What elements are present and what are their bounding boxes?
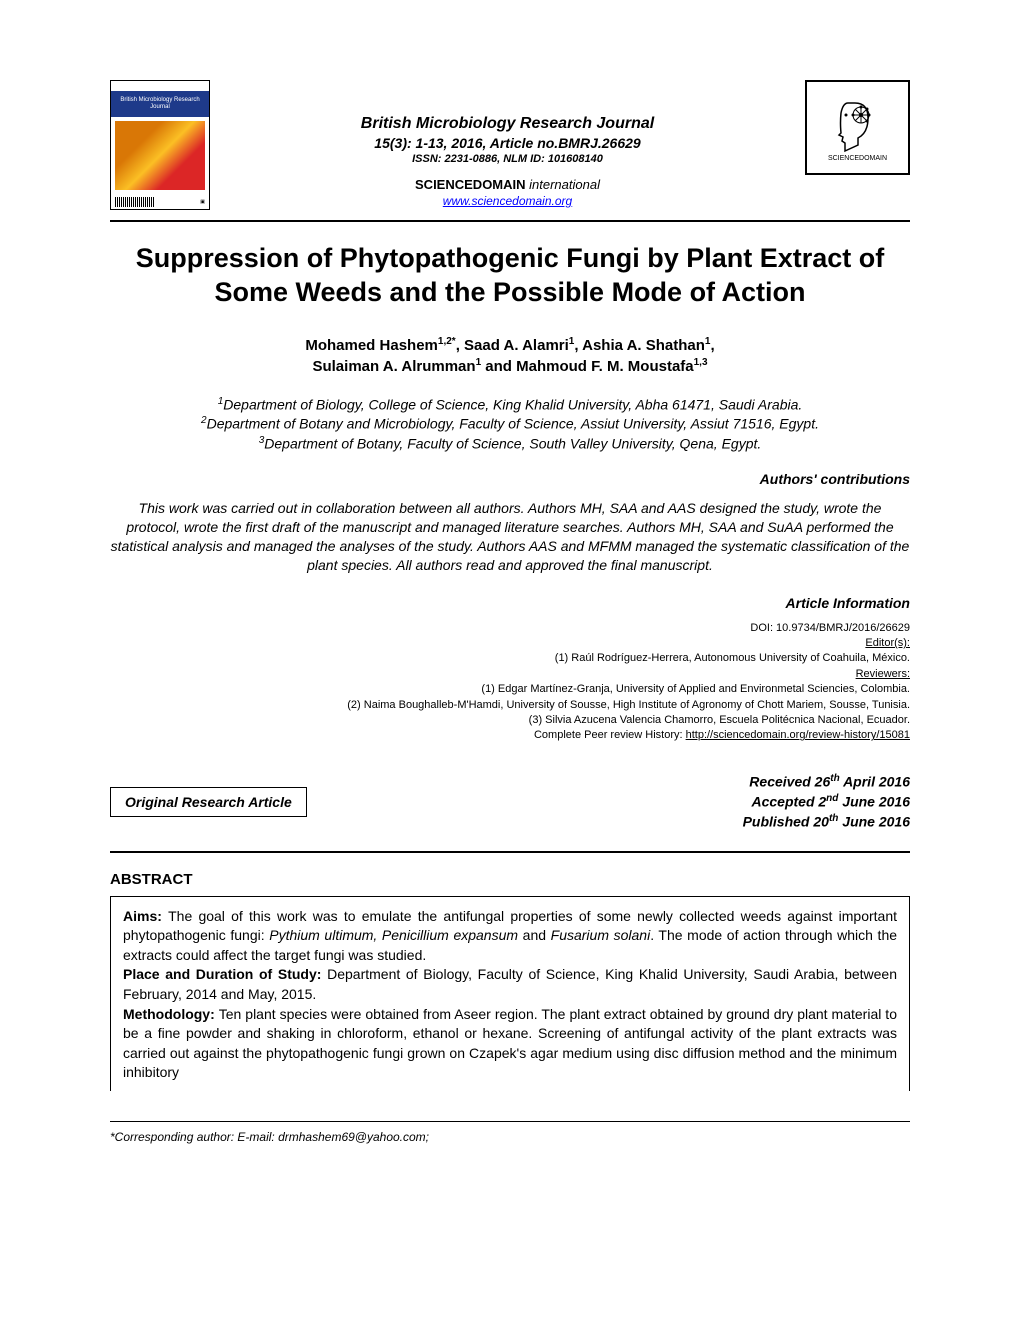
author-1: Mohamed Hashem <box>305 337 438 354</box>
accepted-sup: nd <box>826 793 838 804</box>
header-row: British Microbiology Research Journal ▣ … <box>110 80 910 210</box>
article-type-box: Original Research Article <box>110 787 307 817</box>
journal-cover-thumbnail: British Microbiology Research Journal ▣ <box>110 80 210 210</box>
author-3: , Ashia A. Shathan <box>574 337 705 354</box>
abstract-divider <box>110 851 910 853</box>
peer-history: Complete Peer review History: http://sci… <box>110 728 910 743</box>
logo-caption: SCIENCEDOMAIN <box>828 155 887 162</box>
author-1-sup: 1,2* <box>438 336 456 347</box>
accepted-pre: Accepted 2 <box>751 794 826 810</box>
reviewer-3: (3) Silvia Azucena Valencia Chamorro, Es… <box>110 713 910 728</box>
aff-1: Department of Biology, College of Scienc… <box>223 396 802 412</box>
received-post: April 2016 <box>840 773 910 789</box>
affiliations: 1Department of Biology, College of Scien… <box>110 395 910 454</box>
abstract-header: ABSTRACT <box>110 871 910 888</box>
reviewers-label: Reviewers: <box>110 667 910 682</box>
contributions-text: This work was carried out in collaborati… <box>110 499 910 575</box>
published-sup: th <box>829 813 838 824</box>
publisher-suffix: international <box>526 177 600 192</box>
author-3-sup: 1 <box>705 336 711 347</box>
aims-label: Aims: <box>123 908 168 924</box>
aff-3: Department of Botany, Faculty of Science… <box>264 435 761 451</box>
place-label: Place and Duration of Study: <box>123 966 327 982</box>
abstract-box: Aims: The goal of this work was to emula… <box>110 896 910 1091</box>
authors-list: Mohamed Hashem1,2*, Saad A. Alamri 1, Ash… <box>110 335 910 377</box>
reviewer-2: (2) Naima Boughalleb-M'Hamdi, University… <box>110 698 910 713</box>
published-post: June 2016 <box>838 814 910 830</box>
publisher-prefix: SCIENCEDOMAIN <box>415 177 526 192</box>
method-label: Methodology: <box>123 1006 219 1022</box>
doi-text: DOI: 10.9734/BMRJ/2016/26629 <box>110 621 910 636</box>
history-label: Complete Peer review History: <box>534 729 686 741</box>
received-sup: th <box>830 773 839 784</box>
issn-text: ISSN: 2231-0886, NLM ID: 101608140 <box>230 153 785 165</box>
author-2: , Saad A. Alamri <box>456 337 569 354</box>
reviewer-1: (1) Edgar Martínez-Granja, University of… <box>110 682 910 697</box>
article-number: 15(3): 1-13, 2016, Article no.BMRJ.26629 <box>230 135 785 151</box>
barcode-icon <box>115 197 155 207</box>
dates-block: Received 26th April 2016 Accepted 2nd Ju… <box>743 772 910 833</box>
editor-1: (1) Raúl Rodríguez-Herrera, Autonomous U… <box>110 651 910 666</box>
editors-label: Editor(s): <box>110 636 910 651</box>
received-pre: Received 26 <box>749 773 830 789</box>
aims-mid: and <box>523 927 551 943</box>
history-url[interactable]: http://sciencedomain.org/review-history/… <box>686 729 910 741</box>
method-text: Ten plant species were obtained from Ase… <box>123 1006 897 1081</box>
publisher-url[interactable]: www.sciencedomain.org <box>443 194 572 208</box>
publisher-name: SCIENCEDOMAIN international <box>230 177 785 192</box>
author-5: and Mahmoud F. M. Moustafa <box>481 358 694 375</box>
cover-image-placeholder <box>115 121 205 190</box>
footer-text: *Corresponding author: E-mail: drmhashem… <box>110 1130 910 1144</box>
accepted-post: June 2016 <box>838 794 910 810</box>
article-title: Suppression of Phytopathogenic Fungi by … <box>110 242 910 310</box>
article-info-block: DOI: 10.9734/BMRJ/2016/26629 Editor(s): … <box>110 621 910 744</box>
header-divider <box>110 220 910 222</box>
head-icon <box>833 93 883 153</box>
publisher-logo: SCIENCEDOMAIN <box>805 80 910 175</box>
header-center: British Microbiology Research Journal 15… <box>210 115 805 210</box>
journal-name: British Microbiology Research Journal <box>230 115 785 133</box>
aims-italic-2: Fusarium solani <box>551 927 651 943</box>
cover-title: British Microbiology Research Journal <box>111 91 209 117</box>
aff-2: Department of Botany and Microbiology, F… <box>207 416 819 432</box>
article-info-header: Article Information <box>110 595 910 611</box>
footer-divider <box>110 1121 910 1122</box>
aims-italic-1: Pythium ultimum, Penicillium expansum <box>269 927 522 943</box>
published-pre: Published 20 <box>743 814 829 830</box>
contributions-header: Authors' contributions <box>110 471 910 487</box>
author-5-sup: 1,3 <box>694 357 708 368</box>
dates-row: Original Research Article Received 26th … <box>110 772 910 833</box>
author-4: Sulaiman A. Alrumman <box>312 358 475 375</box>
